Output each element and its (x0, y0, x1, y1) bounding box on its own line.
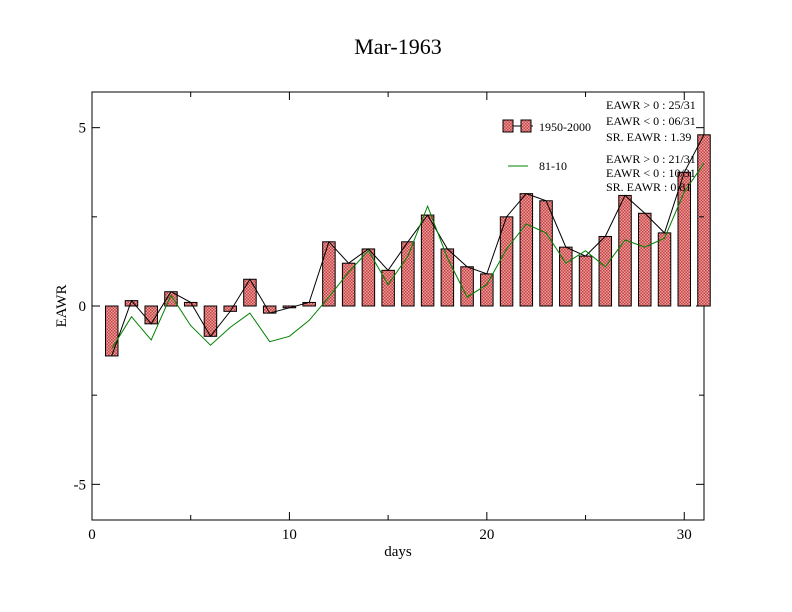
x-axis-label: days (384, 544, 412, 560)
line-series-81-10 (111, 163, 705, 350)
stat-1950-pos: EAWR > 0 : 25/31 (606, 98, 696, 112)
bar-day-3 (144, 305, 158, 325)
series-lines (111, 134, 705, 357)
bar-day-20 (480, 273, 494, 307)
y-tick-label: -5 (74, 477, 87, 493)
bar-day-23 (539, 200, 553, 307)
bar-day-31 (697, 134, 711, 307)
bar-day-26 (598, 235, 613, 307)
stat-1950-neg: EAWR < 0 : 06/31 (606, 114, 696, 128)
legend-label-81-10: 81-10 (539, 159, 567, 173)
x-tick-label: 0 (88, 527, 96, 543)
line-series-1950-2000 (111, 134, 705, 357)
stat-8110-neg: EAWR < 0 : 10/31 (606, 166, 696, 180)
y-tick-label: 0 (79, 299, 87, 315)
bar-day-17 (420, 214, 435, 307)
bar-day-19 (460, 266, 474, 307)
x-tick-label: 30 (677, 527, 692, 543)
legend: 1950-2000 81-10 (502, 119, 591, 173)
bar-day-15 (381, 269, 395, 307)
bar-day-29 (657, 232, 672, 307)
stat-8110-sr: SR. EAWR : 0.81 (606, 180, 691, 194)
bar-day-8 (243, 278, 257, 307)
stat-8110-pos: EAWR > 0 : 21/31 (606, 152, 696, 166)
y-axis-label: EAWR (54, 285, 70, 328)
bar-day-16 (401, 241, 415, 307)
x-tick-label: 10 (282, 527, 297, 543)
bar-day-27 (618, 194, 632, 307)
legend-swatch-1950-2000-a (502, 119, 514, 133)
stat-1950-sr: SR. EAWR : 1.39 (606, 130, 691, 144)
axis-ticks: 0 10 20 30 -5 0 5 (74, 92, 704, 543)
stats-annotations: EAWR > 0 : 25/31 EAWR < 0 : 06/31 SR. EA… (606, 98, 696, 194)
legend-swatch-1950-2000-b (520, 119, 532, 133)
y-tick-label: 5 (79, 121, 87, 137)
x-tick-label: 20 (479, 527, 494, 543)
bar-day-25 (578, 255, 593, 307)
legend-label-1950-2000: 1950-2000 (539, 120, 591, 134)
bar-day-11 (302, 301, 316, 307)
bar-day-28 (638, 212, 652, 307)
bar-day-22 (519, 193, 534, 307)
bar-day-13 (341, 262, 356, 307)
chart-title: Mar-1963 (354, 34, 442, 59)
bar-day-6 (203, 305, 218, 337)
